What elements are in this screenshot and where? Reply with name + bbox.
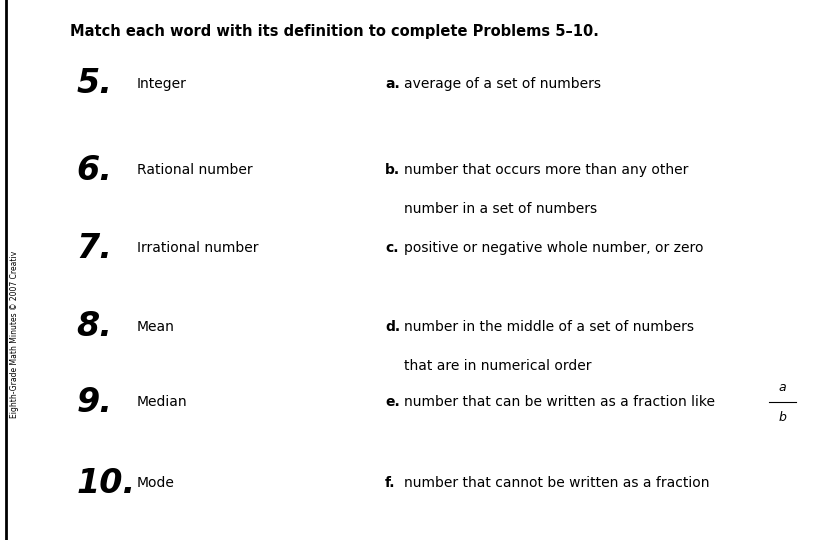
Text: 5.: 5.: [76, 67, 112, 100]
Text: Match each word with its definition to complete Problems 5–10.: Match each word with its definition to c…: [70, 24, 599, 39]
Text: f.: f.: [385, 476, 395, 490]
Text: b: b: [777, 411, 786, 424]
Text: d.: d.: [385, 320, 399, 334]
Text: number in the middle of a set of numbers: number in the middle of a set of numbers: [404, 320, 693, 334]
Text: 9.: 9.: [76, 386, 112, 419]
Text: a: a: [777, 381, 786, 394]
Text: that are in numerical order: that are in numerical order: [404, 359, 590, 373]
Text: number that occurs more than any other: number that occurs more than any other: [404, 163, 687, 177]
Text: c.: c.: [385, 241, 398, 255]
Text: positive or negative whole number, or zero: positive or negative whole number, or ze…: [404, 241, 703, 255]
Text: number that cannot be written as a fraction: number that cannot be written as a fract…: [404, 476, 709, 490]
Text: 10.: 10.: [76, 467, 135, 500]
Text: Median: Median: [136, 395, 187, 409]
Text: Rational number: Rational number: [136, 163, 252, 177]
Text: 7.: 7.: [76, 232, 112, 265]
Text: Integer: Integer: [136, 77, 186, 91]
Text: number in a set of numbers: number in a set of numbers: [404, 202, 596, 216]
Text: Irrational number: Irrational number: [136, 241, 258, 255]
Text: b.: b.: [385, 163, 399, 177]
Text: Eighth-Grade Math Minutes © 2007 Creativ: Eighth-Grade Math Minutes © 2007 Creativ: [11, 251, 19, 418]
Text: average of a set of numbers: average of a set of numbers: [404, 77, 600, 91]
Text: e.: e.: [385, 395, 399, 409]
Text: Mode: Mode: [136, 476, 174, 490]
Text: Mean: Mean: [136, 320, 174, 334]
Text: a.: a.: [385, 77, 399, 91]
Text: 6.: 6.: [76, 153, 112, 187]
Text: number that can be written as a fraction like: number that can be written as a fraction…: [404, 395, 715, 409]
Text: 8.: 8.: [76, 310, 112, 343]
